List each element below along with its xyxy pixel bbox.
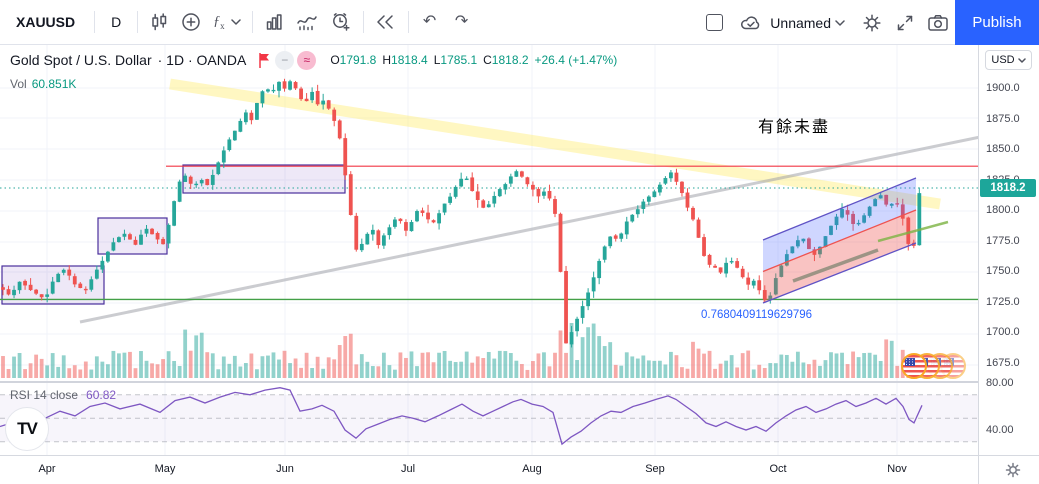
price-axis-label: 1900.0: [986, 82, 1020, 94]
fullscreen-button[interactable]: [889, 7, 921, 39]
price-axis-label: 1800.0: [986, 204, 1020, 217]
month-label: Jun: [276, 463, 294, 475]
alert-button[interactable]: [324, 6, 358, 38]
price-axis-label: 1775.0: [986, 234, 1020, 247]
candle-style-icon: [152, 13, 167, 31]
layout-select-button[interactable]: [698, 7, 730, 39]
compare-add-button[interactable]: [175, 6, 207, 38]
indicator-templates-button[interactable]: [258, 6, 290, 38]
interval-button[interactable]: D: [111, 14, 122, 30]
layout-name-label: Unnamed: [770, 14, 831, 31]
price-axis-label: 1750.0: [986, 265, 1020, 278]
minimize-legend-chip[interactable]: −: [275, 50, 295, 70]
price-axis-label: 1725.0: [986, 295, 1020, 308]
rewind-icon: [376, 15, 393, 29]
wave-chart-icon: [296, 16, 317, 31]
toolbar-separator: [137, 11, 139, 33]
rsi-axis-label: 40.00: [986, 424, 1014, 436]
axis-corner-separator: [978, 456, 979, 484]
bar-replay-button[interactable]: [369, 6, 403, 38]
us-flag-event-icon[interactable]: [901, 353, 927, 379]
layout-square-icon: [705, 14, 723, 31]
tradingview-logo[interactable]: TV: [5, 407, 49, 451]
plus-circle-icon: [182, 13, 200, 31]
month-label: Aug: [522, 463, 542, 475]
symbol-meta[interactable]: · 1D · OANDA: [157, 52, 247, 68]
chevron-down-icon: [835, 19, 845, 26]
toolbar-left-group: XAUUSD D ƒx: [0, 0, 478, 44]
axis-settings-gear-icon[interactable]: [1004, 461, 1022, 479]
time-axis[interactable]: Apr May Jun Jul Aug Sep Oct Nov: [0, 455, 1039, 484]
month-label: Jul: [400, 463, 416, 475]
last-price-badge: 1818.2: [980, 179, 1036, 197]
fib-level-annotation[interactable]: 0.7680409119629796: [701, 309, 813, 321]
price-axis-label: 1700.0: [986, 326, 1020, 339]
toolbar-separator: [94, 11, 96, 33]
chinese-annotation[interactable]: 有餘未盡: [758, 119, 831, 136]
month-label: Oct: [769, 463, 787, 475]
volume-legend: Vol 60.851K: [10, 77, 77, 91]
toolbar-separator: [362, 11, 364, 33]
symbol-title[interactable]: Gold Spot / U.S. Dollar: [10, 52, 152, 68]
price-axis-label: 1875.0: [986, 112, 1020, 125]
snapshot-button[interactable]: [921, 7, 955, 39]
toolbar-separator: [407, 11, 409, 33]
cloud-save-button[interactable]: Unnamed: [734, 7, 851, 39]
fullscreen-arrows-icon: [897, 15, 913, 30]
price-axis-label: 1850.0: [986, 143, 1020, 156]
fx-icon: ƒx: [213, 13, 225, 31]
chevron-down-icon: [230, 19, 241, 25]
chart-canvas[interactable]: [0, 45, 978, 381]
toolbar-separator: [251, 11, 253, 33]
month-label: Apr: [38, 463, 56, 475]
forecast-button[interactable]: [290, 6, 324, 38]
alert-clock-icon: [332, 13, 350, 31]
flag-icon[interactable]: [256, 51, 272, 69]
redo-button[interactable]: ↷: [454, 13, 469, 30]
price-axis-label: 1675.0: [986, 356, 1020, 369]
chart-legend: Gold Spot / U.S. Dollar · 1D · OANDA − ≈…: [10, 50, 623, 91]
month-label: May: [154, 463, 176, 475]
symbol-search-button[interactable]: XAUUSD: [16, 14, 76, 30]
rsi-legend: RSI 14 close 60.82: [10, 388, 117, 402]
month-label: Nov: [887, 463, 907, 475]
currency-label: USD: [991, 54, 1015, 66]
rsi-pane-canvas[interactable]: [0, 383, 978, 455]
publish-button[interactable]: Publish: [955, 0, 1039, 45]
toolbar-right-group: Unnamed: [698, 0, 1039, 45]
undo-button[interactable]: ↶: [422, 13, 437, 30]
change-value: +26.4 (+1.47%): [534, 53, 618, 67]
camera-icon: [928, 14, 948, 31]
bar-chart-icon: [266, 14, 282, 30]
chart-settings-button[interactable]: [855, 7, 889, 39]
chevron-down-icon: [1017, 57, 1026, 63]
top-toolbar: XAUUSD D ƒx: [0, 0, 1039, 45]
candle-style-button[interactable]: [143, 6, 175, 38]
rsi-axis-label: 80.00: [986, 377, 1014, 389]
indicators-button[interactable]: ƒx: [207, 6, 247, 38]
month-label: Sep: [645, 463, 665, 475]
gear-icon: [863, 13, 881, 32]
ohlc-values: O1791.8 H1818.4 L1785.1 C1818.2 +26.4 (+1.47…: [330, 53, 618, 67]
cloud-check-icon: [741, 15, 760, 29]
price-axis[interactable]: USD 1900.01875.01850.01825.01800.01775.0…: [978, 45, 1039, 455]
approx-chip[interactable]: ≈: [297, 50, 317, 70]
currency-selector[interactable]: USD: [985, 50, 1032, 70]
